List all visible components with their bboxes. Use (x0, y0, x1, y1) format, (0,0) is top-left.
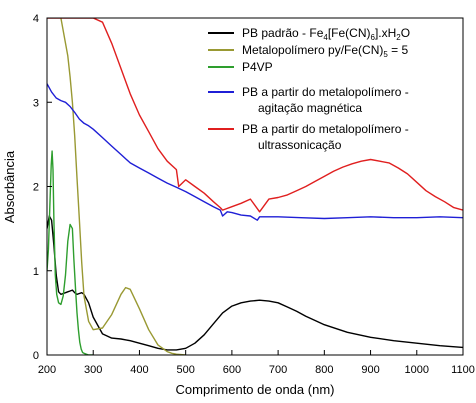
y-tick-label: 4 (33, 13, 39, 25)
legend-label-5: PB a partir do metalopolímero - (242, 122, 409, 136)
series-line-2 (60, 18, 186, 355)
y-axis: 0 1 2 3 4 (33, 13, 52, 362)
legend-label-5-cont: ultrassonicação (258, 138, 342, 152)
y-tick-label: 3 (33, 97, 39, 109)
x-tick-label: 300 (84, 364, 102, 376)
x-tick-label: 600 (223, 364, 241, 376)
series-line-3 (47, 150, 94, 355)
x-tick-label: 1000 (405, 364, 429, 376)
x-tick-label: 400 (130, 364, 148, 376)
series-line-5 (47, 18, 463, 213)
x-tick-label: 900 (361, 364, 379, 376)
x-axis-title: Comprimento de onda (nm) (176, 382, 335, 397)
legend-label-4-cont: agitação magnética (258, 101, 362, 115)
x-tick-label: 500 (176, 364, 194, 376)
legend-label-4: PB a partir do metalopolímero - (242, 85, 409, 99)
y-tick-label: 1 (33, 266, 39, 278)
y-tick-label: 0 (33, 350, 39, 362)
x-tick-label: 1100 (451, 364, 475, 376)
series-line-1 (47, 215, 463, 351)
y-tick-label: 2 (33, 182, 39, 194)
series-line-4 (47, 83, 463, 221)
legend: PB padrão - Fe4[Fe(CN)6].xH2OMetalopolím… (208, 26, 410, 152)
legend-label-1: PB padrão - Fe4[Fe(CN)6].xH2O (242, 26, 410, 42)
legend-label-2: Metalopolímero py/Fe(CN)5 = 5 (242, 43, 409, 59)
x-tick-label: 700 (269, 364, 287, 376)
x-axis: 200 300 400 500 600 700 800 900 1000 1100 (38, 350, 475, 376)
series-layer (47, 18, 463, 355)
x-tick-label: 800 (315, 364, 333, 376)
x-tick-label: 200 (38, 364, 56, 376)
legend-label-3: P4VP (242, 60, 273, 74)
y-axis-title: Absorbância (2, 150, 17, 223)
